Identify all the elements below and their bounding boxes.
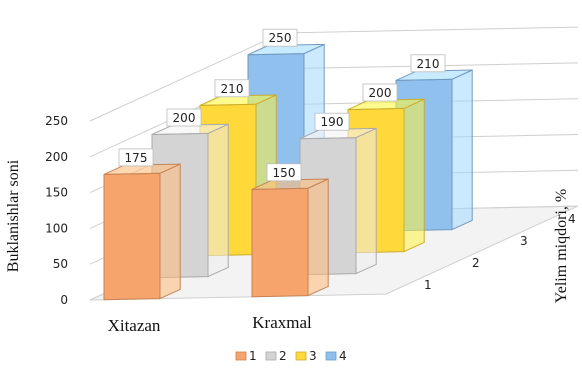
y-tick-label: 250 xyxy=(45,114,68,128)
data-label-box xyxy=(118,148,154,167)
legend-label: 2 xyxy=(279,349,287,363)
legend-swatch xyxy=(295,351,307,361)
depth-axis-title: Yelim miqdori, % xyxy=(553,189,570,303)
bar-top xyxy=(247,43,325,56)
bar-top xyxy=(151,123,229,135)
gridline xyxy=(89,26,579,122)
y-axis-title: Buklanishlar soni xyxy=(5,159,22,272)
legend-item: 3 xyxy=(295,349,317,363)
data-label: 175 xyxy=(125,151,148,165)
data-label-box xyxy=(262,28,298,47)
y-tick-label: 200 xyxy=(45,150,68,164)
bar-front xyxy=(103,172,161,301)
bar-top xyxy=(103,163,181,175)
category-label: Kraxmal xyxy=(252,313,312,332)
bar-side xyxy=(355,127,377,275)
data-label: 210 xyxy=(417,57,440,71)
x-axis-categories: Xitazan Kraxmal xyxy=(108,313,312,335)
bar-top xyxy=(347,98,425,111)
y-tick-label: 0 xyxy=(60,293,68,307)
y-axis-ticks: 0 50 100 150 200 250 xyxy=(45,114,68,307)
data-label: 210 xyxy=(221,82,244,96)
bar-top xyxy=(199,94,277,106)
depth-tick-label: 1 xyxy=(424,278,432,292)
depth-tick-label: 2 xyxy=(472,256,480,270)
y-tick-label: 150 xyxy=(45,186,68,200)
bar-front xyxy=(251,187,309,298)
data-label-box xyxy=(214,79,250,98)
bar-side xyxy=(207,123,229,278)
bar-top xyxy=(299,127,377,140)
bar-side xyxy=(307,178,329,297)
legend-swatch xyxy=(265,351,277,361)
bar-side xyxy=(403,98,425,253)
data-label: 190 xyxy=(321,115,344,129)
legend: 1 2 3 4 xyxy=(235,349,347,363)
category-label: Xitazan xyxy=(108,316,161,335)
data-label: 200 xyxy=(173,111,196,125)
bars xyxy=(103,43,473,301)
data-label-box xyxy=(314,112,350,131)
legend-label: 3 xyxy=(309,349,317,363)
bar xyxy=(251,178,329,298)
bar-side xyxy=(159,163,181,300)
data-labels: 250 210 210 200 200 190 175 150 xyxy=(118,28,446,182)
data-label: 200 xyxy=(369,86,392,100)
depth-tick-label: 4 xyxy=(568,212,576,226)
y-tick-label: 50 xyxy=(53,257,68,271)
y-tick-label: 100 xyxy=(45,221,68,235)
depth-axis-ticks: 1 2 3 4 xyxy=(424,212,576,292)
legend-item: 2 xyxy=(265,349,287,363)
legend-label: 1 xyxy=(249,349,257,363)
data-label-box xyxy=(166,108,202,127)
legend-label: 4 xyxy=(339,349,347,363)
bar-top xyxy=(251,178,329,190)
depth-tick-label: 3 xyxy=(520,234,528,248)
bar xyxy=(103,163,181,301)
data-label: 250 xyxy=(269,31,292,45)
data-label-box xyxy=(362,83,398,102)
legend-item: 4 xyxy=(325,349,347,363)
bar-top xyxy=(395,69,473,81)
data-label-box xyxy=(410,54,446,73)
bar-side xyxy=(451,69,473,231)
legend-swatch xyxy=(235,351,247,361)
legend-item: 1 xyxy=(235,349,257,363)
data-label: 150 xyxy=(273,166,296,180)
legend-swatch xyxy=(325,351,337,361)
data-label-box xyxy=(266,163,302,182)
